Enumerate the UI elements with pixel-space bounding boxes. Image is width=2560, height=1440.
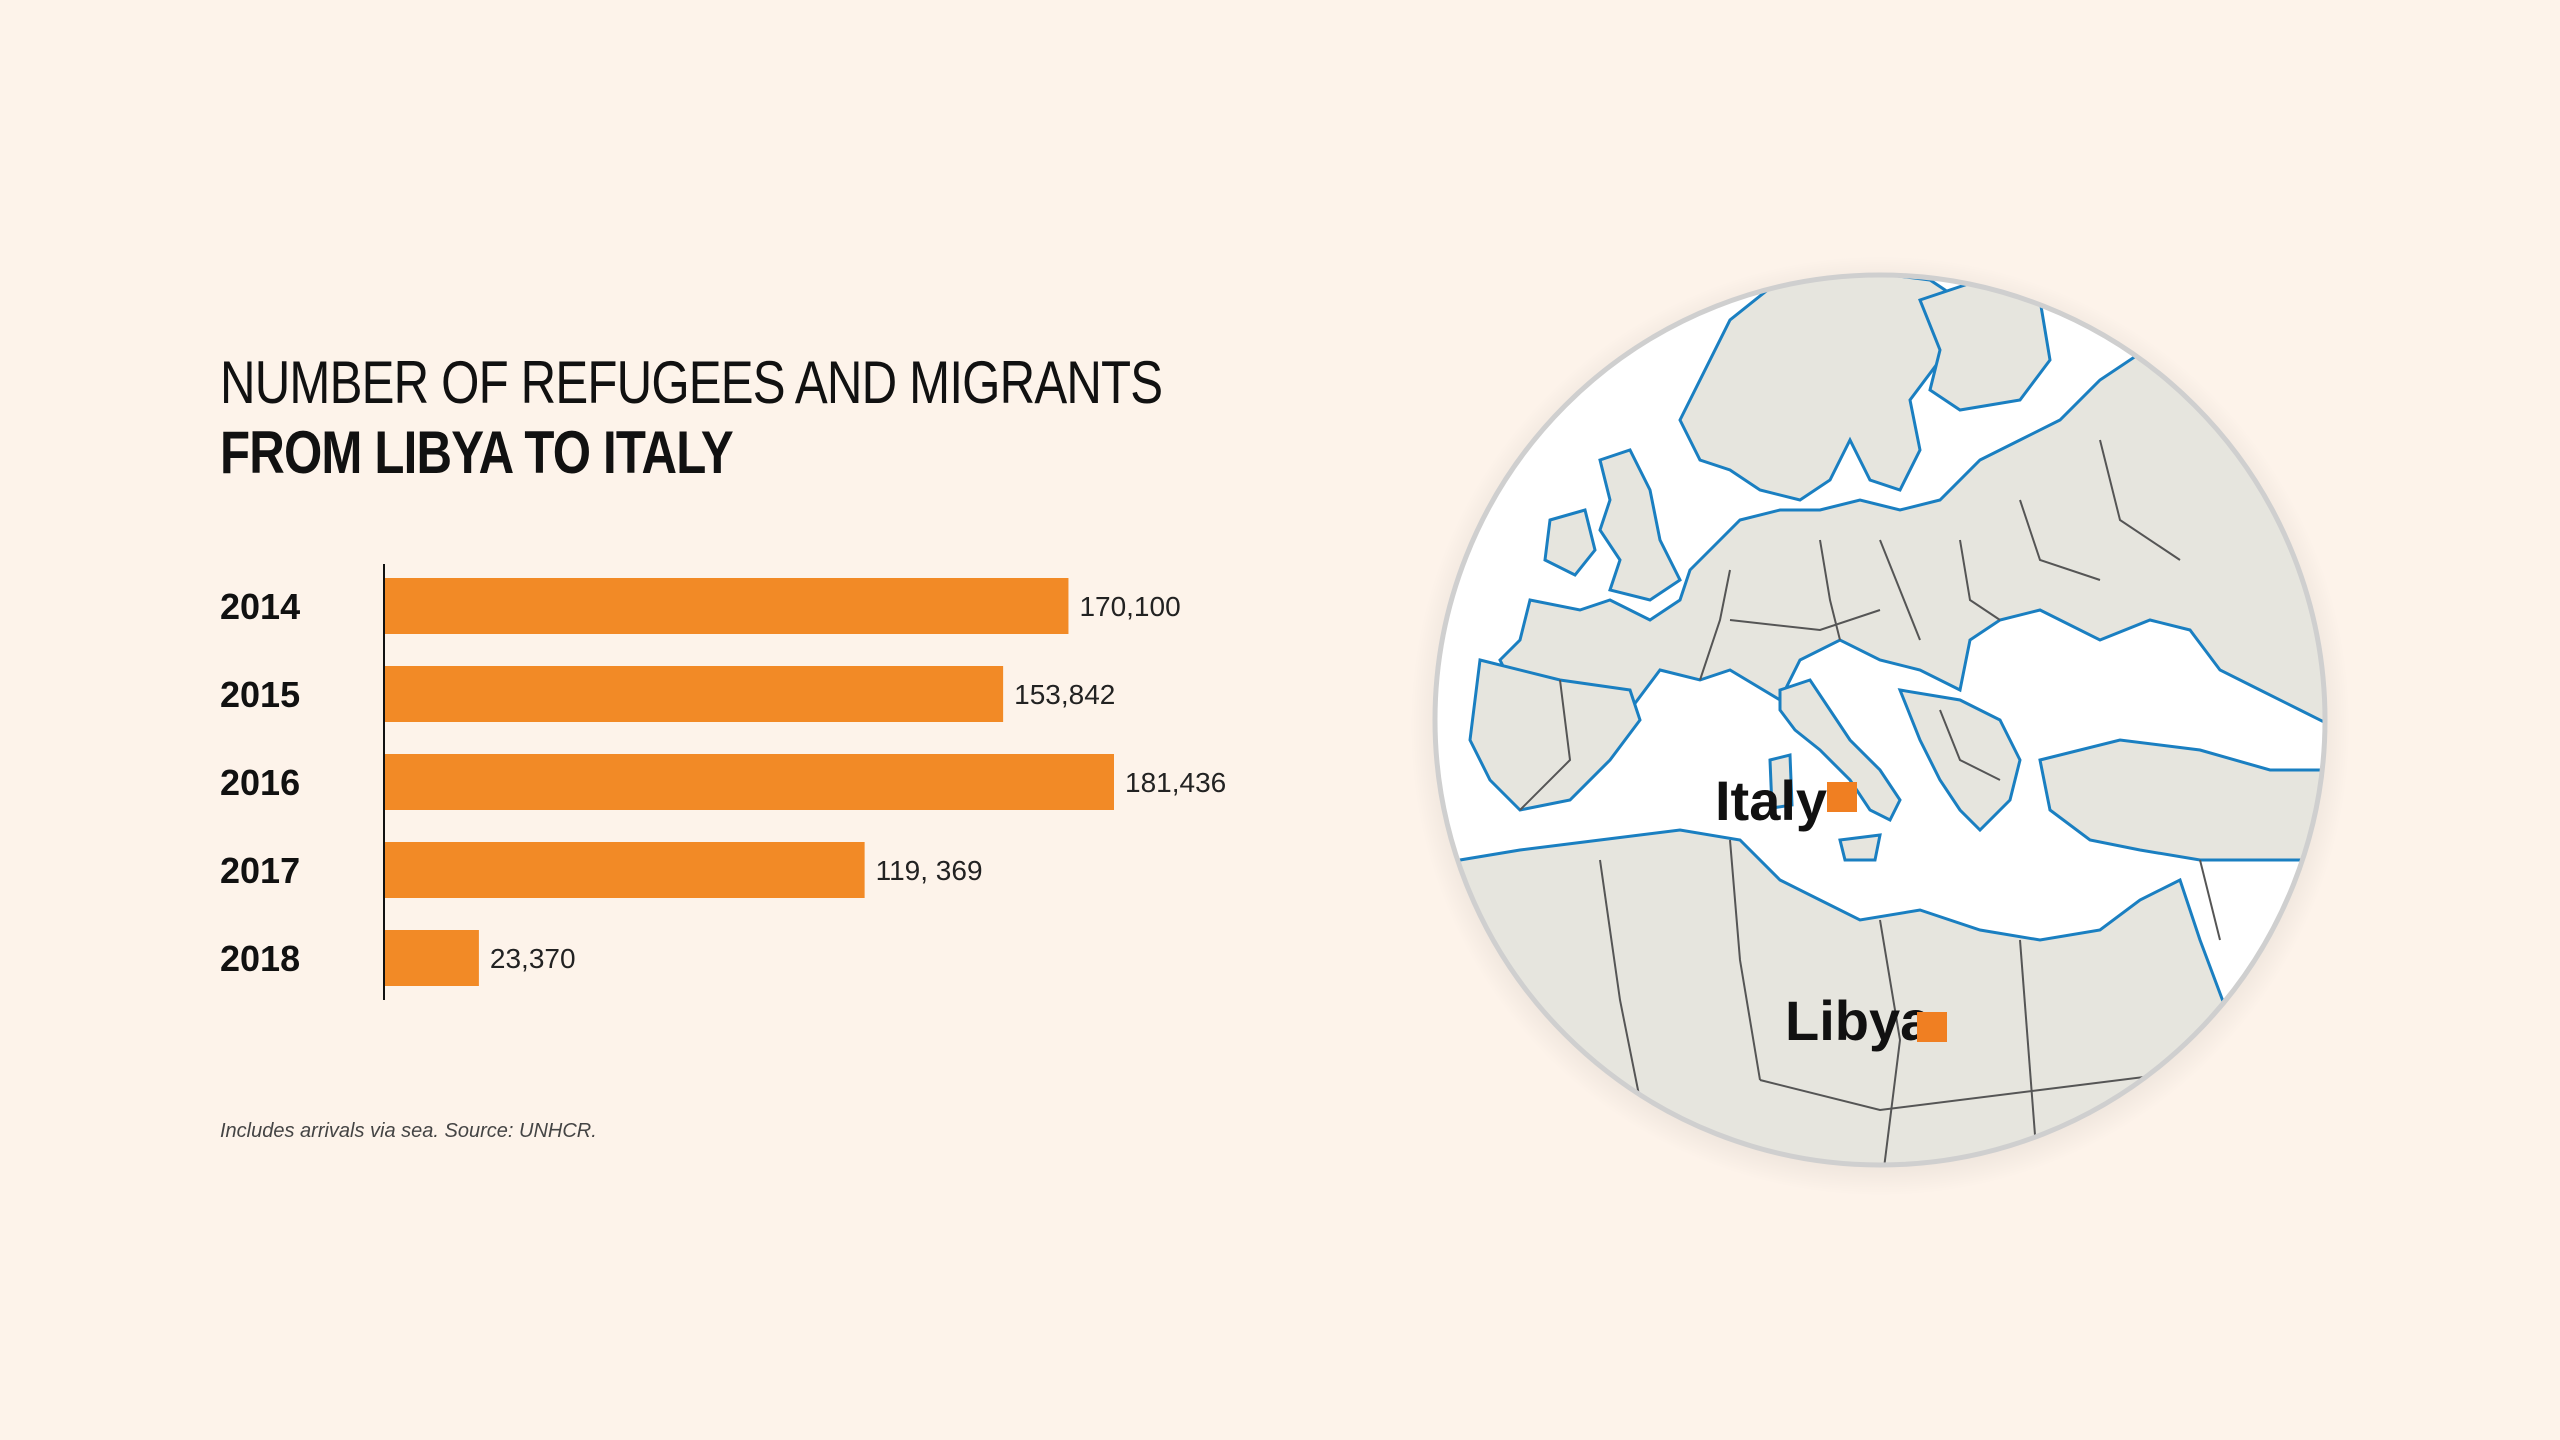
category-label-2018: 2018 [220,938,300,979]
category-label-2016: 2016 [220,762,300,803]
square-marker-icon [1917,1012,1947,1042]
value-label-2018: 23,370 [490,943,576,974]
source-footnote: Includes arrivals via sea. Source: UNHCR… [220,1120,597,1142]
chart-title-line-2: FROM LIBYA TO ITALY [220,419,734,486]
land-ireland [1543,508,1597,577]
land-italy [1778,678,1902,823]
bar-2016 [385,754,1114,810]
square-marker-icon [1827,782,1857,812]
land-great-britain [1598,448,1682,602]
land-sardinia [1768,753,1794,810]
europe-map: Italy Libya [1410,256,2350,1196]
label-italy: Italy [1715,769,1827,832]
globe-outline [1432,272,2328,1168]
bar-2017 [385,842,865,898]
chart-title-line-1: NUMBER OF REFUGEES AND MIGRANTS [220,349,1163,416]
land-scandinavia [1678,275,1962,502]
land-sicily [1838,833,1882,862]
value-label-2015: 153,842 [1014,679,1115,710]
chart-title: NUMBER OF REFUGEES AND MIGRANTS FROM LIB… [220,348,1369,488]
value-label-2014: 170,100 [1079,591,1180,622]
category-label-2014: 2014 [220,586,300,627]
value-label-2017: 119, 369 [876,855,983,886]
bar-chart: 2014 170,100 2015 153,842 2016 181,436 2017 119… [220,564,1226,1000]
bar-2018 [385,930,479,986]
category-label-2017: 2017 [220,850,300,891]
bar-2014 [385,578,1069,634]
label-libya: Libya [1785,989,1932,1052]
bar-2015 [385,666,1004,722]
land-iberia [1468,658,1642,812]
country-borders [1519,439,2221,1165]
value-label-2016: 181,436 [1125,767,1226,798]
category-label-2015: 2015 [220,674,300,715]
